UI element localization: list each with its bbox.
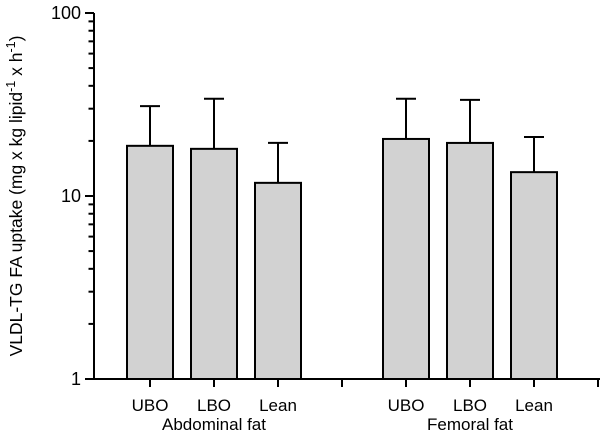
group-label: Femoral fat — [427, 415, 513, 434]
bar — [254, 181, 302, 380]
x-tick-label: UBO — [132, 396, 169, 415]
y-tick-label: 100 — [51, 3, 81, 23]
bar — [510, 171, 558, 380]
x-tick-label: LBO — [453, 396, 487, 415]
bar — [446, 141, 494, 380]
bar — [382, 137, 430, 380]
bar — [126, 144, 174, 380]
x-tick-label: Lean — [259, 396, 297, 415]
bar — [190, 147, 238, 380]
y-axis-title: VLDL-TG FA uptake (mg x kg lipid-1 x h-1… — [4, 36, 26, 357]
x-tick-label: LBO — [197, 396, 231, 415]
group-label: Abdominal fat — [162, 415, 266, 434]
x-tick-label: Lean — [515, 396, 553, 415]
y-tick-label: 10 — [61, 186, 81, 206]
x-tick-label: UBO — [388, 396, 425, 415]
y-tick-label: 1 — [71, 369, 81, 389]
